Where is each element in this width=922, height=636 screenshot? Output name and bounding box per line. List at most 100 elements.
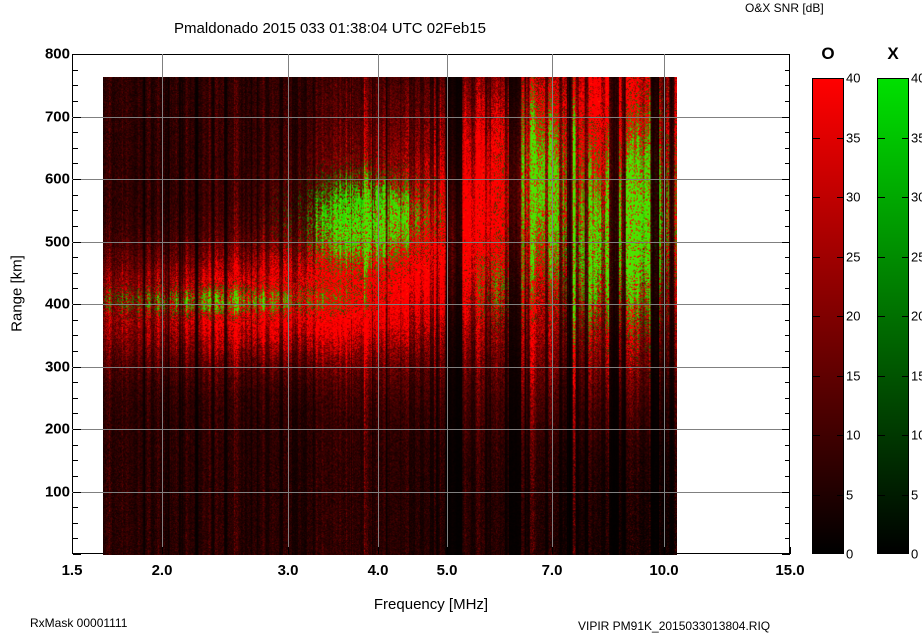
y-tick-minor	[785, 163, 790, 164]
colorbar-tick	[813, 376, 820, 377]
colorbar-tick	[813, 138, 820, 139]
x-tick	[552, 547, 553, 554]
y-tick-label: 500	[44, 233, 70, 251]
gridline-horizontal	[72, 242, 790, 243]
x-tick	[162, 547, 163, 554]
y-tick-minor	[73, 476, 78, 477]
y-tick-minor	[785, 507, 790, 508]
plot-area	[72, 54, 790, 555]
y-tick-minor	[785, 413, 790, 414]
y-tick-minor	[73, 101, 78, 102]
x-tick	[664, 547, 665, 554]
y-tick-minor	[73, 351, 78, 352]
colorbar-tick-label: 10	[846, 427, 861, 443]
y-tick-minor	[785, 288, 790, 289]
y-tick-minor	[785, 195, 790, 196]
colorbar-title: O&X SNR [dB]	[745, 1, 824, 15]
y-tick-major	[73, 117, 81, 118]
x-tick	[790, 547, 791, 554]
y-tick-minor	[73, 460, 78, 461]
gridline-horizontal	[72, 367, 790, 368]
colorbar-tick-label: 15	[911, 368, 922, 384]
colorbar-tick	[902, 316, 909, 317]
y-tick-minor	[785, 101, 790, 102]
colorbar-tick-label: 30	[911, 189, 922, 205]
colorbar-tick	[813, 197, 820, 198]
x-tick-label: 15.0	[775, 562, 805, 579]
colorbar-tick-label: 5	[911, 487, 919, 503]
colorbar-tick	[837, 435, 844, 436]
colorbar-tick-label: 0	[846, 546, 854, 562]
x-tick-label: 5.0	[436, 562, 458, 579]
y-tick-label: 300	[44, 358, 70, 376]
ionogram-raster	[102, 76, 677, 555]
colorbar-tick	[837, 197, 844, 198]
x-tick-label: 1.5	[61, 562, 83, 579]
colorbar-tick	[837, 138, 844, 139]
y-tick-minor	[785, 273, 790, 274]
y-tick-minor	[785, 257, 790, 258]
gridline-horizontal	[72, 492, 790, 493]
x-tick-label: 10.0	[649, 562, 679, 579]
gridline-horizontal	[72, 429, 790, 430]
colorbar-tick	[902, 435, 909, 436]
y-tick-major	[782, 179, 790, 180]
y-tick-major	[73, 367, 81, 368]
y-tick-label: 100	[44, 483, 70, 501]
colorbar-tick	[837, 316, 844, 317]
y-tick-major	[782, 367, 790, 368]
colorbar-tick-label: 10	[911, 427, 922, 443]
colorbar-tick	[813, 495, 820, 496]
colorbar-tick	[813, 316, 820, 317]
x-tick	[447, 547, 448, 554]
y-tick-minor	[73, 195, 78, 196]
colorbar-tick	[878, 435, 885, 436]
colorbar-tick	[878, 138, 885, 139]
colorbar-tick	[878, 376, 885, 377]
colorbar-tick	[878, 495, 885, 496]
y-tick-minor	[785, 226, 790, 227]
rxmask-label: RxMask 00001111	[30, 616, 128, 630]
colorbar-tick-label: 20	[846, 308, 861, 324]
y-axis-title: Range [km]	[8, 255, 26, 332]
x-axis-title: Frequency [MHz]	[373, 596, 489, 613]
colorbar-tick	[878, 316, 885, 317]
y-tick-minor	[73, 413, 78, 414]
y-tick-label: 600	[44, 170, 70, 188]
y-tick-minor	[73, 335, 78, 336]
y-tick-minor	[73, 382, 78, 383]
colorbar-tick	[902, 495, 909, 496]
colorbar-tick	[837, 376, 844, 377]
y-tick-major	[73, 554, 81, 555]
x-tick	[72, 547, 73, 554]
y-tick-minor	[785, 523, 790, 524]
y-tick-major	[782, 554, 790, 555]
figure-title: Pmaldonado 2015 033 01:38:04 UTC 02Feb15	[174, 20, 486, 37]
colorbar-tick-label: 20	[911, 308, 922, 324]
x-tick-label: 3.0	[277, 562, 299, 579]
x-tick-label: 4.0	[367, 562, 389, 579]
colorbar-tick-label: 35	[911, 130, 922, 146]
y-tick-minor	[73, 132, 78, 133]
colorbar-tick	[813, 257, 820, 258]
gridline-horizontal	[72, 304, 790, 305]
colorbar-tick-label: 5	[846, 487, 854, 503]
colorbar-tick	[878, 257, 885, 258]
colorbar-tick-label: 25	[911, 249, 922, 265]
y-tick-minor	[73, 226, 78, 227]
y-tick-minor	[73, 320, 78, 321]
y-tick-minor	[785, 398, 790, 399]
colorbar-tick	[902, 197, 909, 198]
y-tick-minor	[785, 335, 790, 336]
y-tick-minor	[785, 148, 790, 149]
y-tick-major	[782, 304, 790, 305]
gridline-horizontal	[72, 179, 790, 180]
ionogram-canvas	[102, 76, 677, 555]
y-tick-major	[782, 429, 790, 430]
x-tick	[378, 547, 379, 554]
colorbar-o-label: O	[821, 44, 835, 63]
x-tick-label: 2.0	[151, 562, 173, 579]
y-tick-minor	[73, 70, 78, 71]
y-tick-major	[73, 179, 81, 180]
gridline-horizontal	[72, 117, 790, 118]
